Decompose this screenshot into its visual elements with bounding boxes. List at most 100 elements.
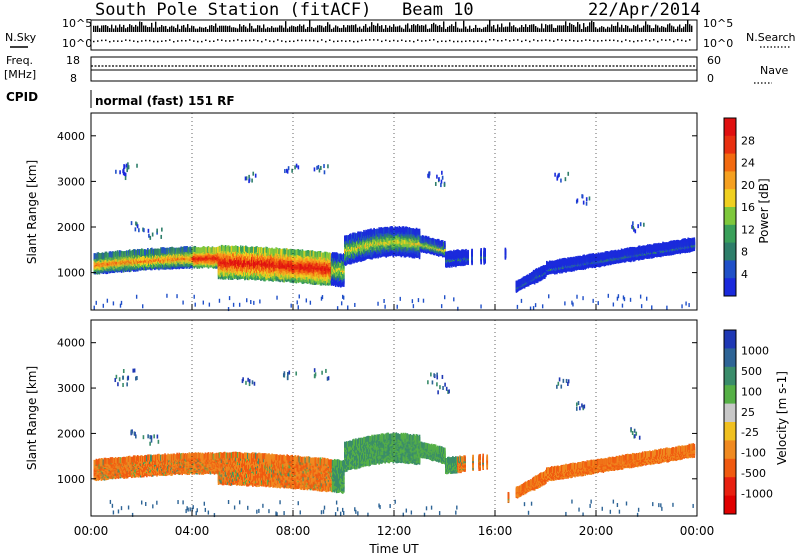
range-gate-cell xyxy=(268,258,270,265)
sky-noise-bar xyxy=(639,27,641,32)
search-noise-point xyxy=(673,40,675,43)
sky-noise-bar xyxy=(339,27,341,32)
sky-noise-bar xyxy=(161,24,163,32)
range-gate-cell xyxy=(240,246,243,253)
sky-noise-bar xyxy=(591,20,593,32)
range-gate-cell xyxy=(93,253,96,260)
range-gate-cell xyxy=(106,298,109,303)
sky-noise-bar xyxy=(179,28,181,32)
range-gate-cell xyxy=(213,247,216,254)
sky-noise-bar xyxy=(397,26,399,32)
search-noise-point xyxy=(305,39,307,42)
sky-noise-bar xyxy=(453,26,455,32)
search-noise-point xyxy=(473,40,475,43)
range-gate-cell xyxy=(240,253,243,260)
range-gate-cell xyxy=(257,251,259,258)
sky-noise-bar xyxy=(357,27,359,32)
nave-tick-top: 60 xyxy=(707,54,721,67)
range-gate-cell xyxy=(258,262,260,269)
sky-noise-bar xyxy=(421,25,423,32)
sky-noise-bar xyxy=(405,24,407,32)
range-gate-cell xyxy=(188,246,191,253)
sky-noise-bar xyxy=(419,25,421,32)
range-gate-cell xyxy=(209,247,212,254)
sky-noise-bar xyxy=(445,28,447,32)
sky-noise-bar xyxy=(393,24,395,32)
sky-noise-bar xyxy=(343,25,345,32)
search-noise-point xyxy=(213,40,215,42)
sky-noise-bar xyxy=(669,23,671,32)
search-noise-point xyxy=(553,40,555,42)
range-gate-cell xyxy=(176,294,178,299)
range-gate-cell xyxy=(200,247,203,254)
range-gate-cell xyxy=(206,246,209,253)
sky-noise-bar xyxy=(229,25,231,32)
range-gate-cell xyxy=(204,247,207,254)
range-gate-cell xyxy=(226,245,229,252)
sky-noise-bar xyxy=(661,26,663,32)
range-gate-cell xyxy=(160,247,162,254)
search-noise-point xyxy=(133,40,135,42)
sky-noise-bar xyxy=(387,27,389,32)
sky-noise-bar xyxy=(515,27,517,32)
range-gate-cell xyxy=(263,275,265,282)
search-noise-point xyxy=(321,39,323,41)
range-gate-cell xyxy=(270,252,272,259)
range-gate-cell xyxy=(265,254,267,261)
sky-noise-bar xyxy=(571,24,573,32)
search-noise-point xyxy=(573,40,575,42)
search-noise-point xyxy=(261,40,263,43)
search-noise-point xyxy=(117,40,119,42)
search-noise-point xyxy=(429,39,431,41)
sky-noise-bar xyxy=(225,25,227,32)
range-gate-cell xyxy=(258,257,260,264)
sky-noise-bar xyxy=(399,25,401,32)
range-gate-cell xyxy=(94,253,97,260)
sky-noise-bar xyxy=(347,25,349,32)
search-noise-point xyxy=(481,40,483,43)
range-gate-cell xyxy=(195,247,198,254)
freq-tick-bottom: 8 xyxy=(70,72,77,85)
sky-noise-bar xyxy=(457,27,459,32)
range-gate-cell xyxy=(241,257,244,264)
sky-noise-bar xyxy=(165,25,167,32)
range-gate-cell xyxy=(161,247,163,254)
range-gate-cell xyxy=(193,294,195,299)
search-noise-point xyxy=(361,39,363,42)
sky-noise-bar xyxy=(213,26,215,32)
range-gate-cell xyxy=(253,246,255,253)
search-noise-point xyxy=(441,40,443,42)
sky-noise-bar xyxy=(617,22,619,32)
range-gate-cell xyxy=(255,253,257,260)
sky-noise-bar xyxy=(635,26,637,32)
sky-noise-bar xyxy=(527,27,529,32)
range-gate-cell xyxy=(136,248,139,255)
sky-noise-bar xyxy=(519,27,521,32)
range-gate-cell xyxy=(246,246,248,253)
sky-noise-bar xyxy=(625,24,627,32)
sky-noise-bar xyxy=(293,26,295,32)
range-gate-cell xyxy=(224,250,227,257)
range-gate-cell xyxy=(260,264,262,271)
range-gate-cell xyxy=(309,300,312,305)
range-gate-cell xyxy=(221,256,224,263)
search-noise-point xyxy=(633,40,635,43)
sky-noise-bar xyxy=(191,25,193,32)
range-gate-cell xyxy=(120,300,123,305)
search-noise-point xyxy=(629,40,631,42)
search-noise-point xyxy=(493,39,495,41)
range-gate-cell xyxy=(258,268,260,275)
search-noise-point xyxy=(453,40,455,43)
range-gate-cell xyxy=(246,249,248,256)
sky-noise-bar xyxy=(543,28,545,32)
sky-noise-bar xyxy=(211,25,213,32)
search-noise-point xyxy=(349,40,351,42)
sky-noise-bar xyxy=(429,28,431,32)
range-gate-cell xyxy=(130,250,133,257)
search-noise-point xyxy=(565,39,567,42)
sky-noise-bar xyxy=(217,27,219,32)
range-gate-cell xyxy=(184,246,187,253)
range-gate-cell xyxy=(399,296,401,301)
search-noise-point xyxy=(613,39,615,42)
sky-noise-bar xyxy=(569,22,571,32)
